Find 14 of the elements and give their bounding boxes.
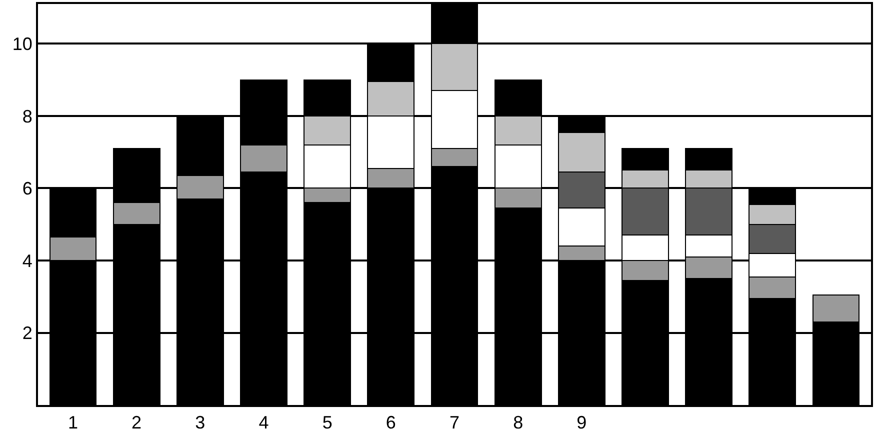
y-tick-label: 2 (22, 323, 32, 344)
y-tick-label: 4 (22, 250, 32, 271)
y-tick-label: 10 (12, 34, 32, 54)
y-tick-label: 8 (22, 106, 32, 126)
x-tick-label: 9 (576, 412, 587, 433)
y-tick-label: 6 (22, 178, 32, 199)
x-tick-label: 6 (386, 412, 396, 433)
x-tick-label: 5 (322, 412, 332, 433)
x-tick-label: 1 (68, 412, 78, 433)
x-tick-label: 2 (132, 412, 142, 433)
x-tick-label: 4 (258, 412, 269, 433)
x-tick-label: 3 (195, 412, 206, 433)
x-tick-label: 8 (513, 412, 524, 433)
x-tick-label: 7 (449, 412, 460, 433)
